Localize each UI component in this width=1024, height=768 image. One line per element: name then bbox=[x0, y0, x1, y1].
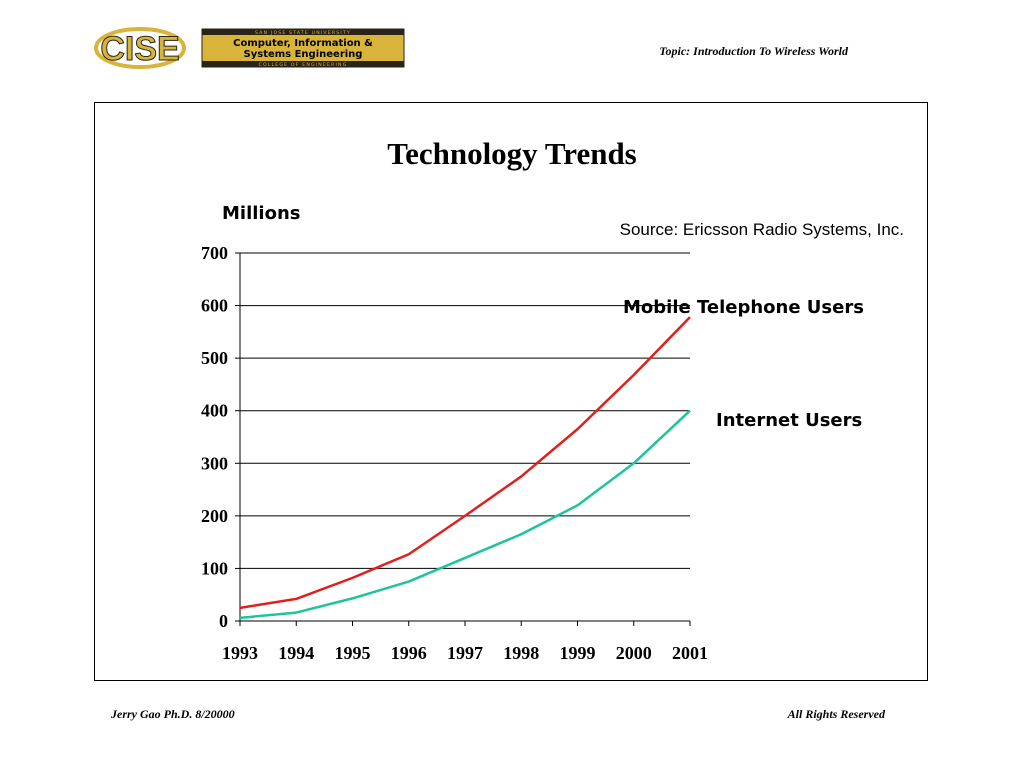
logo-top-stripe bbox=[202, 29, 404, 35]
logo-oval bbox=[94, 27, 186, 69]
logo-dept-line2: Systems Engineering bbox=[244, 49, 363, 60]
y-tick-label-400: 400 bbox=[201, 401, 228, 421]
y-tick-label-600: 600 bbox=[201, 296, 228, 316]
series-line-internet-users bbox=[239, 409, 691, 620]
logo-bottom-stripe bbox=[202, 61, 404, 67]
y-tick-label-300: 300 bbox=[201, 453, 228, 473]
tick-labels: 0 100 200 300 400 500 600 700 1993 1994 1995 1996 19… bbox=[201, 243, 708, 663]
logo-mark: CISE bbox=[100, 30, 179, 68]
footer-rights: All Rights Reserved bbox=[787, 707, 885, 721]
footer-author: Jerry Gao Ph.D. 8/20000 bbox=[111, 707, 235, 721]
series-label-mobile: Mobile Telephone Users bbox=[623, 297, 864, 318]
y-tick-label-700: 700 bbox=[201, 243, 228, 263]
slide-frame bbox=[94, 102, 928, 681]
series-label-internet: Internet Users bbox=[716, 410, 863, 431]
x-tick-label-2000: 2000 bbox=[616, 643, 652, 663]
x-tick-label-1996: 1996 bbox=[391, 643, 427, 663]
x-tick-label-1999: 1999 bbox=[560, 643, 596, 663]
logo-dept-line1: Computer, Information & bbox=[233, 38, 373, 49]
x-tick-label-1995: 1995 bbox=[335, 643, 371, 663]
y-axis-units-label: Millions bbox=[222, 203, 301, 224]
y-tick-label-200: 200 bbox=[201, 506, 228, 526]
chart-title: Technology Trends bbox=[387, 136, 637, 171]
x-tick-label-1998: 1998 bbox=[503, 643, 539, 663]
series-line-mobile-telephone-users bbox=[239, 316, 691, 610]
x-tick-label-1993: 1993 bbox=[222, 643, 258, 663]
topic-header: Topic: Introduction To Wireless World bbox=[659, 44, 848, 58]
y-tick-label-500: 500 bbox=[201, 348, 228, 368]
logo-college: COLLEGE OF ENGINEERING bbox=[259, 62, 348, 68]
series-lines bbox=[239, 316, 691, 620]
grid-lines bbox=[240, 252, 690, 569]
cise-logo: CISE SAN JOSE STATE UNIVERSITY Computer,… bbox=[94, 27, 405, 69]
source-note: Source: Ericsson Radio Systems, Inc. bbox=[619, 220, 904, 239]
x-tick-label-2001: 2001 bbox=[672, 643, 708, 663]
x-tick-label-1997: 1997 bbox=[447, 643, 483, 663]
x-tick-label-1994: 1994 bbox=[278, 643, 314, 663]
logo-university: SAN JOSE STATE UNIVERSITY bbox=[255, 30, 351, 36]
axes bbox=[235, 252, 691, 626]
y-tick-label-0: 0 bbox=[219, 611, 228, 631]
y-tick-label-100: 100 bbox=[201, 558, 228, 578]
